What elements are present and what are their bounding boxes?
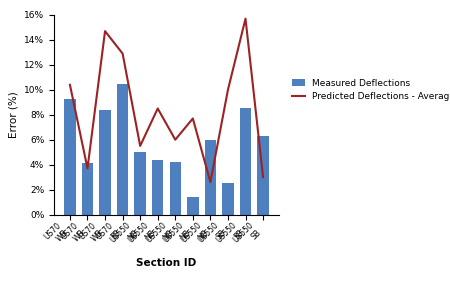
Bar [117,83,128,215]
Bar [135,152,146,215]
Bar [64,99,76,215]
Bar [170,162,181,215]
Bar [240,108,251,215]
X-axis label: Section ID: Section ID [136,258,197,268]
Bar [222,183,234,215]
Legend: Measured Deflections, Predicted Deflections - Average: Measured Deflections, Predicted Deflecti… [288,75,450,105]
Bar [205,140,216,215]
Bar [187,197,198,215]
Bar [82,163,93,215]
Bar [152,160,163,215]
Bar [99,110,111,215]
Bar [257,136,269,215]
Y-axis label: Error (%): Error (%) [9,91,18,138]
